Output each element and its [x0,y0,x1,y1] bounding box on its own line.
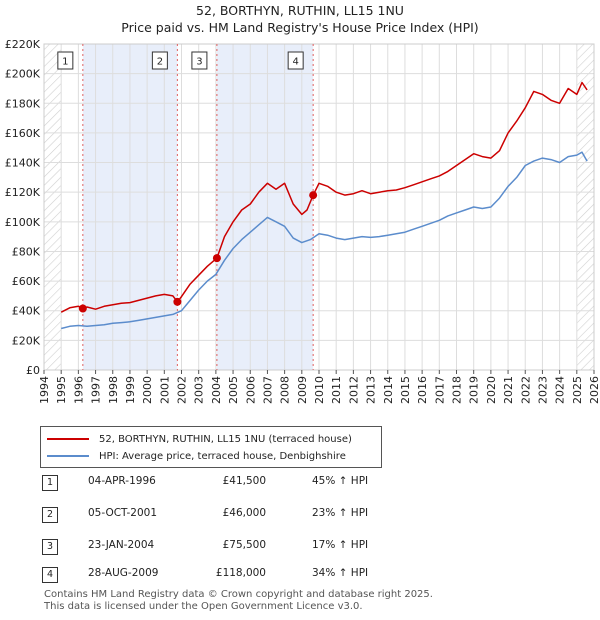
transaction-number-badge: 3 [42,539,58,555]
y-tick-label: £140K [5,157,41,170]
y-tick-label: £220K [5,38,41,51]
x-tick-label: 2010 [313,376,326,404]
x-tick-label: 2006 [244,376,257,404]
transaction-date: 04-APR-1996 [88,475,156,487]
x-tick-label: 1996 [72,376,85,404]
y-tick-label: £160K [5,127,41,140]
x-tick-label: 2009 [296,376,309,404]
y-tick-label: £40K [12,305,41,318]
transaction-number-badge: 1 [42,475,58,491]
x-tick-label: 2020 [485,376,498,404]
x-tick-label: 2022 [519,376,532,404]
x-tick-label: 1995 [55,376,68,404]
transaction-date: 05-OCT-2001 [88,507,157,519]
transaction-hpi-change: 23% ↑ HPI [312,507,369,519]
transaction-price: £75,500 [222,539,266,551]
x-tick-label: 2026 [588,376,600,404]
sale-label-box [151,51,168,70]
x-tick-label: 2018 [451,376,464,404]
x-tick-label: 1994 [38,376,51,404]
sale-label-text: 3 [196,57,202,68]
transaction-hpi-change: 34% ↑ HPI [312,567,369,579]
x-tick-label: 1998 [107,376,120,404]
legend-item-price-paid: 52, BORTHYN, RUTHIN, LL15 1NU (terraced … [47,432,352,446]
x-tick-label: 1999 [124,376,137,404]
y-tick-label: £60K [12,275,41,288]
footer-copyright: Contains HM Land Registry data © Crown c… [44,589,433,600]
transaction-row: 3 23-JAN-2004 £75,500 17% ↑ HPI [0,539,600,559]
y-tick-label: £100K [5,216,41,229]
transaction-number-badge: 2 [42,507,58,523]
x-tick-label: 2024 [554,376,567,404]
chart-title: 52, BORTHYN, RUTHIN, LL15 1NU [196,3,404,18]
x-tick-label: 2013 [365,376,378,404]
transaction-price: £118,000 [215,567,266,579]
legend-label-price-paid: 52, BORTHYN, RUTHIN, LL15 1NU (terraced … [99,433,352,445]
x-tick-label: 2002 [176,376,189,404]
y-tick-label: £200K [5,68,41,81]
transaction-row: 4 28-AUG-2009 £118,000 34% ↑ HPI [0,567,600,587]
sale-label-box [57,51,74,70]
x-tick-label: 2003 [193,376,206,404]
sale-label-box [191,51,208,70]
x-tick-label: 2011 [330,376,343,404]
legend-item-hpi: HPI: Average price, terraced house, Denb… [47,449,346,463]
x-tick-label: 2023 [536,376,549,404]
hatched-region-after [576,44,594,370]
sale-label-text: 4 [292,57,298,68]
price-paid-line [60,81,588,313]
y-tick-label: £120K [5,186,41,199]
x-tick-label: 2004 [210,376,223,404]
ownership-shade [216,44,314,370]
x-tick-label: 2014 [382,376,395,404]
sale-label-box [287,51,304,70]
sale-label-text: 2 [157,57,163,68]
x-tick-label: 2016 [416,376,429,404]
footer-license: This data is licensed under the Open Gov… [44,601,363,612]
sale-point [78,304,87,313]
x-tick-label: 2008 [279,376,292,404]
y-tick-label: £20K [12,334,41,347]
x-tick-label: 2019 [468,376,481,404]
legend-swatch-price-paid [47,438,89,440]
x-tick-label: 2005 [227,376,240,404]
sale-point [212,254,221,263]
x-tick-label: 2000 [141,376,154,404]
legend-label-hpi: HPI: Average price, terraced house, Denb… [99,450,346,462]
x-tick-label: 2007 [261,376,274,404]
sale-label-text: 1 [62,57,68,68]
y-tick-label: £80K [12,245,41,258]
hatched-region-before [44,44,62,370]
x-tick-label: 2012 [347,376,360,404]
x-tick-label: 2015 [399,376,412,404]
transaction-date: 28-AUG-2009 [88,567,159,579]
price-chart: 1 2 3 4 £0 £20K £40K £60K £80K £100K £120K £140K £16… [5,38,600,404]
x-tick-label: 2025 [571,376,584,404]
hpi-line [61,151,588,330]
transaction-hpi-change: 17% ↑ HPI [312,539,369,551]
sale-point [309,191,318,200]
transaction-number-badge: 4 [42,567,58,583]
transaction-row: 2 05-OCT-2001 £46,000 23% ↑ HPI [0,507,600,527]
transaction-row: 1 04-APR-1996 £41,500 45% ↑ HPI [0,475,600,495]
transaction-price: £46,000 [222,507,266,519]
transaction-date: 23-JAN-2004 [88,539,155,551]
y-tick-label: £0 [26,364,40,377]
x-tick-label: 1997 [90,376,103,404]
chart-subtitle: Price paid vs. HM Land Registry's House … [121,20,479,35]
legend-swatch-hpi [47,455,89,457]
x-tick-label: 2021 [502,376,515,404]
x-tick-label: 2001 [158,376,171,404]
transaction-price: £41,500 [222,475,266,487]
transaction-hpi-change: 45% ↑ HPI [312,475,369,487]
chart-legend: 52, BORTHYN, RUTHIN, LL15 1NU (terraced … [40,426,382,468]
x-tick-label: 2017 [433,376,446,404]
y-tick-label: £180K [5,97,41,110]
sale-point [173,297,182,306]
